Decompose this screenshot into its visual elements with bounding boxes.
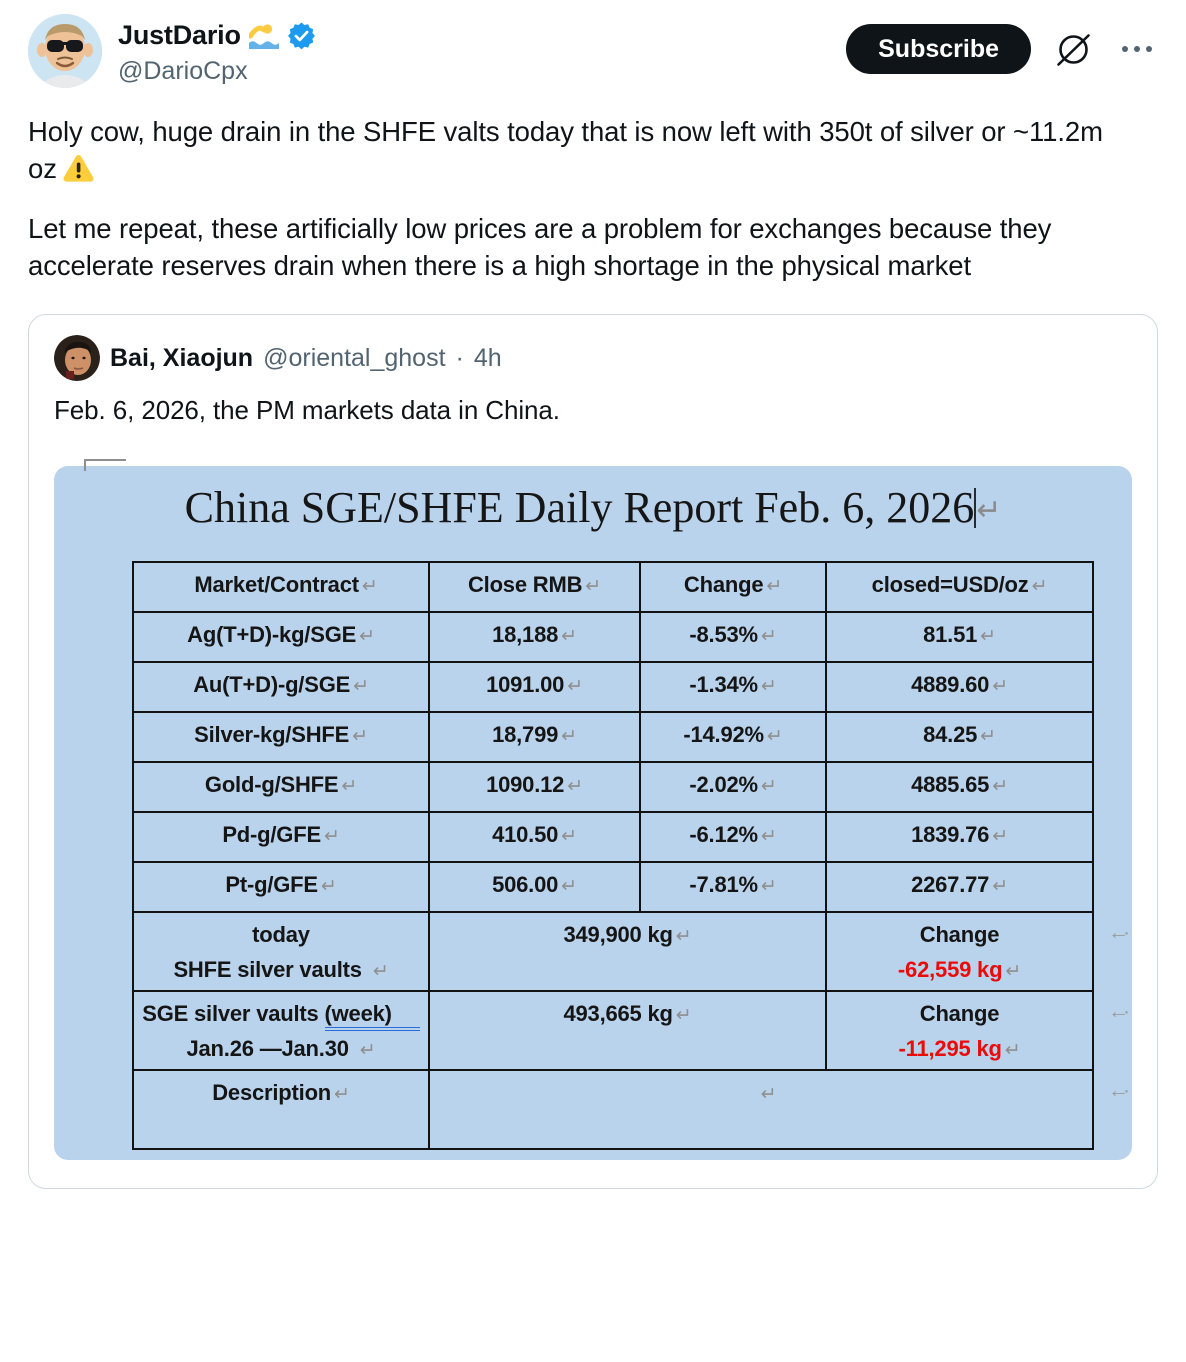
col-header-market: Market/Contract <box>132 561 430 613</box>
cell-market: Silver-kg/SHFE <box>132 711 430 763</box>
user-handle[interactable]: @DarioCpx <box>118 57 248 85</box>
table-row: Ag(T+D)-kg/SGE 18,188 -8.53% 81.51 <box>132 611 1094 663</box>
subscribe-button[interactable]: Subscribe <box>846 24 1031 74</box>
avatar-cartoon <box>28 14 102 88</box>
cell-close: 1091.00 <box>428 661 641 713</box>
cell-close: 1090.12 <box>428 761 641 813</box>
quoted-timestamp[interactable]: 4h <box>473 343 502 372</box>
cell-market: Pd-g/GFE <box>132 811 430 863</box>
shfe-vaults-value: 349,900 kg <box>428 911 827 992</box>
cell-change: -8.53% <box>639 611 827 663</box>
quoted-avatar[interactable] <box>54 335 100 381</box>
cell-change: -7.81% <box>639 861 827 913</box>
report-title: China SGE/SHFE Daily Report Feb. 6, 2026 <box>184 483 975 532</box>
sge-vaults-label: SGE silver vaults (week) Jan.26 —Jan.30 <box>132 990 430 1071</box>
paragraph-mark-icon: ↵ <box>976 494 1002 527</box>
quoted-tweet-card[interactable]: Bai, Xiaojun @oriental_ghost · 4h Feb. 6… <box>28 314 1158 1189</box>
tweet-body: Holy cow, huge drain in the SHFE valts t… <box>0 114 1186 284</box>
avatar[interactable] <box>28 14 102 88</box>
tweet-paragraph-2: Let me repeat, these artificially low pr… <box>28 213 1052 281</box>
col-header-close: Close RMB <box>428 561 641 613</box>
tweet-paragraph-1: Holy cow, huge drain in the SHFE valts t… <box>28 116 1103 184</box>
report-table: Market/Contract Close RMB Change closed=… <box>132 561 1094 1150</box>
meta-separator: · <box>455 343 464 372</box>
table-row: Silver-kg/SHFE 18,799 -14.92% 84.25 <box>132 711 1094 763</box>
description-row: Description <box>132 1069 1094 1150</box>
warning-emoji <box>63 154 94 182</box>
cell-change: -2.02% <box>639 761 827 813</box>
table-row: Au(T+D)-g/SGE 1091.00 -1.34% 4889.60 <box>132 661 1094 713</box>
report-title-line: China SGE/SHFE Daily Report Feb. 6, 2026… <box>54 466 1132 533</box>
sge-vaults-change: Change -11,295 kg <box>825 990 1094 1071</box>
cell-usd: 1839.76 <box>825 811 1094 863</box>
cell-market: Au(T+D)-g/SGE <box>132 661 430 713</box>
row-end-mark-icon <box>1108 1000 1124 1024</box>
cell-market: Ag(T+D)-kg/SGE <box>132 611 430 663</box>
table-row: Pt-g/GFE 506.00 -7.81% 2267.77 <box>132 861 1094 913</box>
col-header-change: Change <box>639 561 827 613</box>
row-end-mark-icon <box>1108 921 1124 945</box>
cell-market: Pt-g/GFE <box>132 861 430 913</box>
quoted-tweet-text: Feb. 6, 2026, the PM markets data in Chi… <box>54 395 560 425</box>
shfe-vaults-change: Change -62,559 kg <box>825 911 1094 992</box>
quoted-tweet-header: Bai, Xiaojun @oriental_ghost · 4h <box>54 335 1132 381</box>
description-label: Description <box>132 1069 430 1150</box>
cell-usd: 84.25 <box>825 711 1094 763</box>
table-header-row: Market/Contract Close RMB Change closed=… <box>132 561 1094 613</box>
cell-change: -1.34% <box>639 661 827 713</box>
cell-close: 410.50 <box>428 811 641 863</box>
report-image[interactable]: China SGE/SHFE Daily Report Feb. 6, 2026… <box>54 459 1132 1160</box>
table-row: Pd-g/GFE 410.50 -6.12% 1839.76 <box>132 811 1094 863</box>
swimmer-emoji <box>248 24 279 49</box>
cell-usd: 81.51 <box>825 611 1094 663</box>
cell-change: -14.92% <box>639 711 827 763</box>
description-content <box>428 1069 1094 1150</box>
table-row: Gold-g/SHFE 1090.12 -2.02% 4885.65 <box>132 761 1094 813</box>
document-corner-mark <box>84 459 126 471</box>
cell-usd: 2267.77 <box>825 861 1094 913</box>
cell-close: 18,188 <box>428 611 641 663</box>
shfe-vaults-label: today SHFE silver vaults <box>132 911 430 992</box>
grok-icon[interactable] <box>1051 27 1096 72</box>
more-icon[interactable] <box>1116 39 1158 59</box>
shfe-vaults-row: today SHFE silver vaults 349,900 kg Chan… <box>132 911 1094 992</box>
spellcheck-underline: (week) <box>324 1001 420 1031</box>
paragraph-mark-icon <box>758 1080 777 1105</box>
text-cursor <box>974 488 977 528</box>
display-name[interactable]: JustDario <box>118 20 241 50</box>
name-block: JustDario @DarioCpx <box>118 14 846 86</box>
cell-change: -6.12% <box>639 811 827 863</box>
col-header-usd: closed=USD/oz <box>825 561 1094 613</box>
cell-market: Gold-g/SHFE <box>132 761 430 813</box>
quoted-handle[interactable]: @oriental_ghost <box>263 343 446 372</box>
sge-vaults-row: SGE silver vaults (week) Jan.26 —Jan.30 … <box>132 990 1094 1071</box>
cell-close: 506.00 <box>428 861 641 913</box>
row-end-mark-icon <box>1108 1079 1124 1103</box>
header-controls: Subscribe <box>846 14 1158 74</box>
verified-badge-icon <box>287 22 315 50</box>
cell-usd: 4889.60 <box>825 661 1094 713</box>
tweet-header: JustDario @DarioCpx Subscribe <box>0 0 1186 88</box>
cell-usd: 4885.65 <box>825 761 1094 813</box>
quoted-display-name[interactable]: Bai, Xiaojun <box>110 343 254 372</box>
cell-close: 18,799 <box>428 711 641 763</box>
sge-vaults-value: 493,665 kg <box>428 990 827 1071</box>
